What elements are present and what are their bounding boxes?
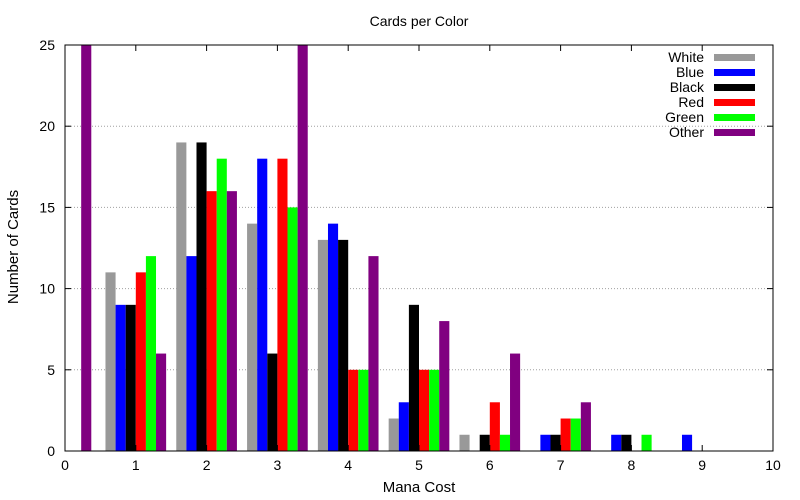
bar-red bbox=[348, 369, 359, 451]
bar-green bbox=[287, 207, 298, 451]
bar-white bbox=[176, 142, 187, 451]
bar-other bbox=[81, 45, 92, 451]
x-tick-label: 5 bbox=[415, 457, 423, 473]
y-tick-label: 10 bbox=[39, 281, 55, 297]
bar-blue bbox=[186, 256, 197, 451]
y-tick-label: 20 bbox=[39, 118, 55, 134]
x-tick-label: 8 bbox=[628, 457, 636, 473]
x-tick-label: 7 bbox=[557, 457, 565, 473]
bar-black bbox=[408, 304, 419, 451]
y-tick-label: 15 bbox=[39, 199, 55, 215]
legend-swatch bbox=[714, 129, 755, 136]
bar-blue bbox=[611, 434, 622, 451]
axes: 0 1 2 3 4 5 6 7 8 9 10 0 5 10 15 20 25 bbox=[39, 37, 781, 473]
legend-swatch bbox=[714, 69, 755, 76]
legend-swatch bbox=[714, 114, 755, 121]
bar-green bbox=[145, 256, 157, 451]
bar-red bbox=[206, 191, 217, 451]
bar-red bbox=[277, 158, 288, 451]
x-tick-label: 10 bbox=[765, 457, 781, 473]
y-axis-title: Number of Cards bbox=[5, 190, 22, 304]
bar-white bbox=[459, 434, 470, 451]
legend-label: Black bbox=[670, 79, 705, 95]
bar-blue bbox=[327, 223, 339, 451]
x-tick-label: 1 bbox=[132, 457, 140, 473]
legend-swatch bbox=[714, 54, 755, 61]
bar-blue bbox=[398, 402, 409, 451]
bar-green bbox=[358, 369, 369, 451]
bar-other bbox=[580, 402, 591, 451]
bar-green bbox=[641, 434, 652, 451]
bar-green bbox=[429, 369, 440, 451]
x-tick-label: 4 bbox=[344, 457, 352, 473]
bar-green bbox=[216, 158, 227, 451]
bar-other bbox=[368, 256, 379, 451]
bar-red bbox=[135, 272, 146, 451]
bar-other bbox=[226, 191, 237, 451]
legend-label: Blue bbox=[676, 64, 704, 80]
y-tick-label: 0 bbox=[47, 443, 55, 459]
bar-black bbox=[550, 434, 561, 451]
bar-other bbox=[297, 45, 308, 451]
bar-white bbox=[317, 239, 328, 451]
bar-other bbox=[156, 353, 167, 451]
legend-label: Red bbox=[678, 94, 704, 110]
bar-red bbox=[419, 369, 430, 451]
x-tick-label: 0 bbox=[61, 457, 69, 473]
bar-other bbox=[439, 321, 450, 451]
bar-other bbox=[510, 353, 521, 451]
y-tick-label: 25 bbox=[39, 37, 55, 53]
legend-swatch bbox=[714, 84, 755, 91]
legend-swatch bbox=[714, 99, 755, 106]
bar-white bbox=[105, 272, 116, 451]
bar-black bbox=[621, 434, 632, 451]
bar-blue bbox=[115, 304, 126, 451]
bar-blue bbox=[681, 434, 693, 451]
x-axis-title: Mana Cost bbox=[383, 479, 456, 496]
legend-label: Other bbox=[669, 124, 704, 140]
bar-green bbox=[570, 418, 581, 451]
bar-black bbox=[338, 239, 349, 451]
y-tick-label: 5 bbox=[47, 362, 55, 378]
bar-black bbox=[125, 304, 136, 451]
x-tick-label: 3 bbox=[274, 457, 282, 473]
bar-red bbox=[560, 418, 571, 451]
bar-black bbox=[267, 353, 278, 451]
bar-green bbox=[499, 434, 511, 451]
bar-blue bbox=[540, 434, 551, 451]
x-tick-label: 6 bbox=[486, 457, 494, 473]
bar-black bbox=[479, 434, 490, 451]
x-tick-label: 9 bbox=[698, 457, 706, 473]
bar-white bbox=[388, 418, 399, 451]
bar-blue bbox=[257, 158, 268, 451]
bar-black bbox=[196, 142, 207, 451]
x-tick-label: 2 bbox=[203, 457, 211, 473]
legend-label: White bbox=[668, 49, 704, 65]
bars bbox=[81, 45, 693, 451]
legend-label: Green bbox=[665, 109, 704, 125]
chart-title: Cards per Color bbox=[370, 13, 469, 29]
bar-white bbox=[247, 223, 258, 451]
bar-red bbox=[489, 402, 500, 451]
